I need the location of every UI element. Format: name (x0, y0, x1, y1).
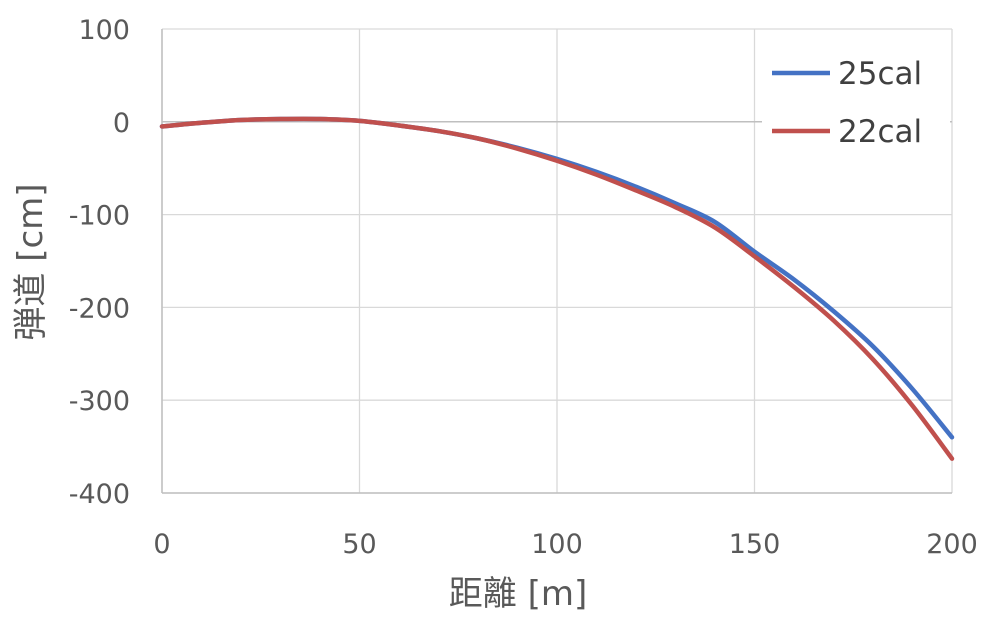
x-tick-label: 150 (729, 529, 781, 560)
legend-label-22cal: 22cal (838, 114, 922, 150)
x-tick-label: 0 (153, 529, 170, 560)
y-tick-label: -200 (69, 293, 130, 324)
x-tick-label: 100 (531, 529, 583, 560)
x-tick-label: 50 (342, 529, 376, 560)
legend-box (762, 44, 950, 168)
legend: 25cal 22cal (762, 44, 950, 168)
y-tick-label: -400 (69, 479, 130, 510)
series-lines (159, 116, 955, 461)
series-line-22cal (159, 116, 955, 461)
y-tick-label: -300 (69, 386, 130, 417)
y-tick-label: -100 (69, 201, 130, 232)
y-tick-label: 100 (78, 15, 130, 46)
legend-label-25cal: 25cal (838, 56, 922, 92)
y-axis-title: 弾道 [cm] (11, 183, 51, 340)
x-tick-label: 200 (926, 529, 978, 560)
x-axis-title: 距離 [m] (449, 574, 587, 614)
y-tick-label: 0 (113, 108, 130, 139)
tick-labels: 0 50 100 150 200 100 0 -100 -200 -300 -400 (69, 15, 978, 560)
